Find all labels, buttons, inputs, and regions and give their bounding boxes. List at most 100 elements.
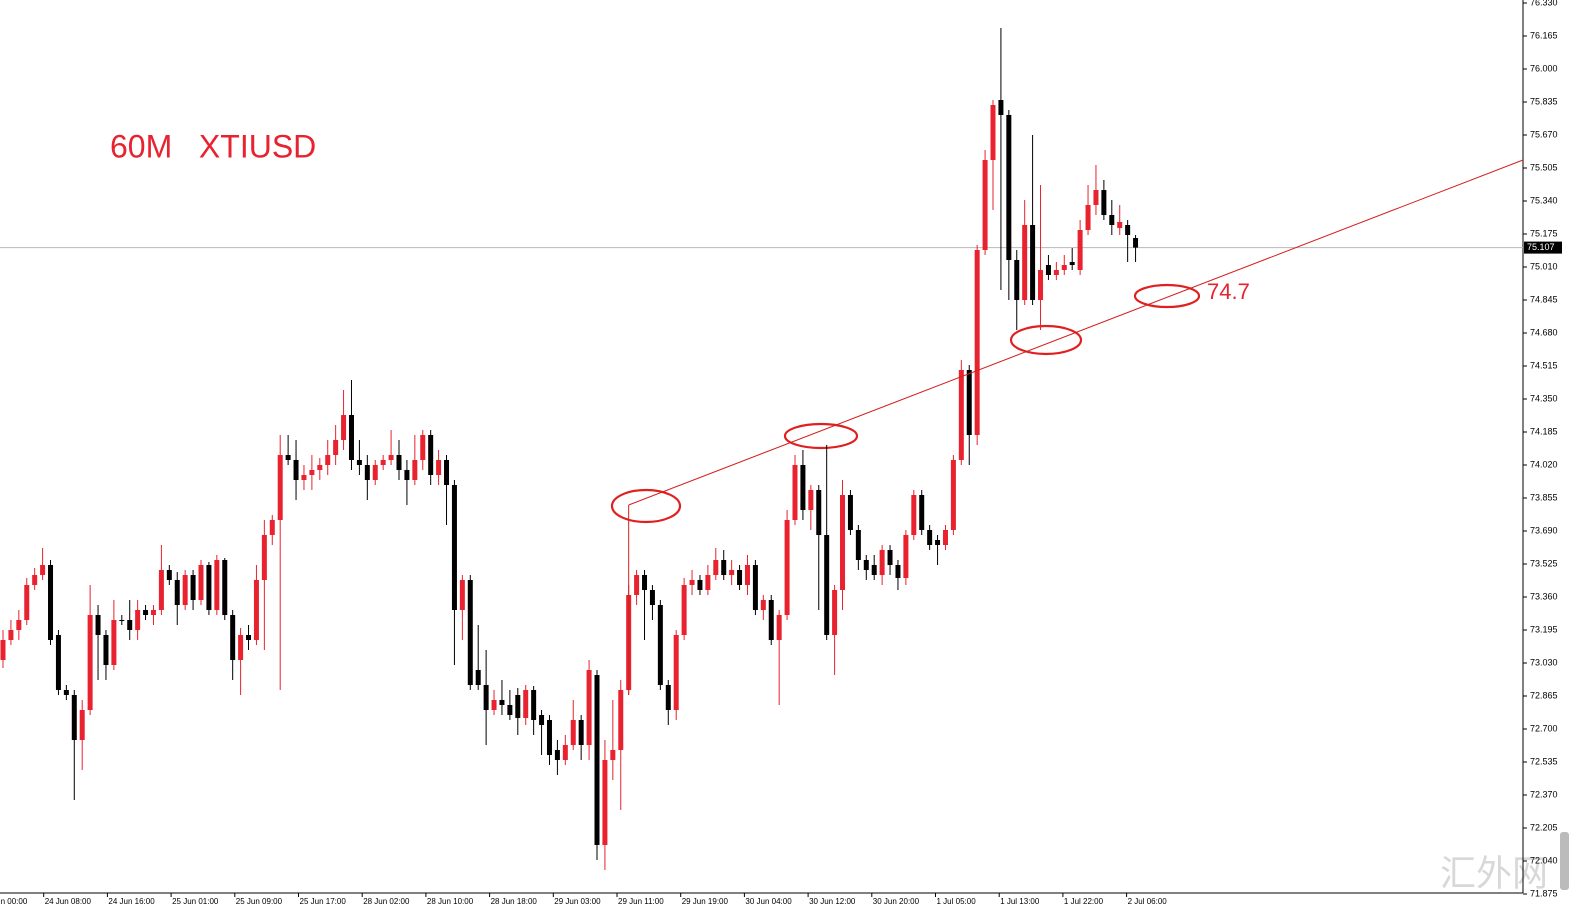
watermark: 汇外网 — [1440, 853, 1548, 894]
y-tick-label: 75.175 — [1530, 228, 1558, 238]
scrollbar[interactable] — [1560, 832, 1569, 890]
candle-body — [760, 600, 766, 610]
candle-body — [0, 640, 6, 660]
candle-body — [974, 250, 980, 435]
candle-body — [396, 455, 402, 470]
candle-body — [467, 580, 473, 685]
y-tick-label: 74.350 — [1530, 393, 1558, 403]
candle-body — [618, 690, 624, 750]
candle-body — [1038, 270, 1044, 300]
candle-body — [166, 570, 172, 580]
candle-body — [246, 635, 252, 640]
candle-body — [602, 760, 608, 845]
candle-body — [499, 700, 505, 705]
candle-body — [87, 615, 93, 710]
x-tick-label: 25 Jun 09:00 — [236, 897, 283, 906]
candle-body — [261, 535, 267, 580]
candle-body — [1085, 205, 1091, 230]
candle-body — [657, 605, 663, 685]
candle-body — [309, 470, 315, 475]
candle-body — [705, 575, 711, 590]
candle-body — [8, 630, 14, 640]
candle-body — [697, 580, 703, 590]
y-tick-label: 75.835 — [1530, 96, 1558, 106]
ellipse — [610, 488, 682, 524]
candle-body — [1022, 225, 1028, 300]
candle-body — [729, 570, 735, 575]
candle-body — [111, 620, 117, 665]
candles — [0, 28, 1139, 870]
y-tick-label: 76.330 — [1530, 0, 1558, 7]
candle-body — [206, 565, 212, 610]
x-tick-label: 28 Jun 18:00 — [491, 897, 538, 906]
y-tick-label: 72.535 — [1530, 756, 1558, 766]
trendline — [628, 159, 1524, 506]
candle-body — [436, 460, 442, 475]
x-tick-label: 24 Jun 00:00 — [0, 897, 28, 906]
candle-body — [642, 575, 648, 590]
candle-body — [214, 560, 220, 610]
y-tick-label: 73.690 — [1530, 525, 1558, 535]
candle-body — [752, 565, 758, 610]
x-tick-label: 1 Jul 13:00 — [1000, 897, 1040, 906]
candle-body — [388, 455, 394, 460]
candle-body — [475, 670, 481, 685]
candle-body — [586, 670, 592, 745]
x-tick-label: 28 Jun 10:00 — [427, 897, 474, 906]
current-price-label: 75.107 — [1527, 242, 1555, 252]
candle-body — [1069, 262, 1075, 265]
y-tick-label: 76.165 — [1530, 30, 1558, 40]
y-tick-label: 72.040 — [1530, 855, 1558, 865]
candle-body — [491, 700, 497, 710]
candle-body — [95, 615, 101, 635]
candle-body — [24, 585, 30, 620]
candle-body — [364, 465, 370, 480]
candle-body — [816, 490, 822, 535]
candle-body — [982, 160, 988, 250]
candle-body — [673, 635, 679, 710]
x-tick-label: 25 Jun 01:00 — [172, 897, 219, 906]
current-price-box — [1524, 241, 1562, 254]
candle-body — [412, 460, 418, 480]
x-tick-label: 24 Jun 16:00 — [108, 897, 155, 906]
candle-body — [48, 565, 54, 640]
x-tick-label: 30 Jun 04:00 — [745, 897, 792, 906]
y-tick-label: 76.000 — [1530, 63, 1558, 73]
candle-body — [1053, 270, 1059, 275]
candle-body — [871, 565, 877, 575]
x-tick-label: 25 Jun 17:00 — [300, 897, 347, 906]
candle-body — [539, 715, 545, 725]
candle-body — [135, 610, 141, 630]
candle-body — [554, 750, 560, 760]
y-tick-label: 74.185 — [1530, 426, 1558, 436]
candle-body — [990, 105, 996, 160]
candle-body — [562, 745, 568, 760]
candle-body — [16, 620, 22, 630]
annotation: 74.7 — [1207, 279, 1250, 304]
candle-body — [238, 635, 244, 660]
candle-body — [1030, 225, 1036, 300]
candle-body — [570, 720, 576, 745]
x-tick-label: 1 Jul 22:00 — [1064, 897, 1104, 906]
candle-body — [808, 490, 814, 510]
candle-body — [863, 560, 869, 570]
candle-body — [546, 720, 552, 755]
candle-body — [847, 495, 853, 530]
candle-body — [277, 455, 283, 520]
candle-body — [1006, 115, 1012, 260]
candle-body — [198, 565, 204, 600]
y-tick-label: 73.030 — [1530, 657, 1558, 667]
candle-body — [649, 590, 655, 605]
candle-body — [222, 560, 228, 615]
candle-body — [610, 750, 616, 760]
ellipse — [1009, 324, 1083, 356]
candle-body — [174, 580, 180, 605]
candle-body — [665, 685, 671, 710]
candle-body — [79, 710, 85, 740]
candle-body — [428, 435, 434, 475]
candle-body — [713, 560, 719, 575]
candle-body — [333, 440, 339, 455]
candle-body — [341, 415, 347, 440]
y-tick-label: 74.020 — [1530, 459, 1558, 469]
